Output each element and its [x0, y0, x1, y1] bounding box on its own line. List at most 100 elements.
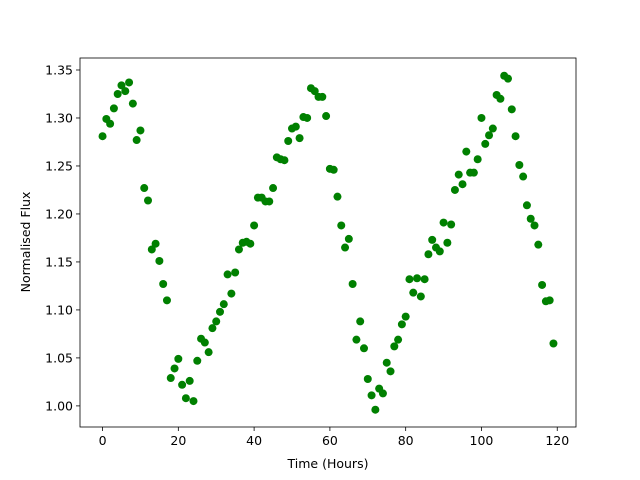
- point: [159, 280, 168, 289]
- point: [477, 113, 486, 122]
- point: [359, 344, 368, 353]
- point: [265, 197, 274, 206]
- point: [231, 268, 240, 277]
- point: [269, 184, 278, 193]
- point: [337, 221, 346, 230]
- point: [318, 92, 327, 101]
- point: [515, 161, 524, 170]
- point: [348, 280, 357, 289]
- point: [303, 113, 312, 122]
- x-axis-label: Time (Hours): [287, 456, 369, 471]
- point: [454, 170, 463, 179]
- point: [439, 218, 448, 227]
- point: [109, 104, 118, 113]
- point: [382, 358, 391, 367]
- y-tick-label: 1.30: [45, 110, 73, 125]
- point: [280, 156, 289, 165]
- point: [409, 288, 418, 297]
- point: [185, 376, 194, 385]
- point: [420, 275, 429, 284]
- point: [367, 391, 376, 400]
- y-tick-label: 1.05: [45, 350, 73, 365]
- point: [155, 256, 164, 265]
- point: [284, 137, 293, 146]
- point: [250, 221, 259, 230]
- y-axis-label: Normalised Flux: [18, 192, 33, 293]
- point: [170, 364, 179, 373]
- point: [507, 105, 516, 114]
- point: [212, 317, 221, 326]
- point: [166, 374, 175, 383]
- point: [295, 134, 304, 143]
- point: [200, 338, 209, 347]
- point: [401, 312, 410, 321]
- point: [223, 270, 232, 279]
- y-tick-label: 1.25: [45, 158, 73, 173]
- point: [162, 296, 171, 305]
- point: [549, 339, 558, 348]
- point: [151, 239, 160, 248]
- point: [204, 348, 213, 357]
- point: [291, 122, 300, 131]
- y-tick-label: 1.35: [45, 62, 73, 77]
- y-tick-label: 1.20: [45, 206, 73, 221]
- point: [526, 214, 535, 223]
- point: [329, 165, 338, 174]
- point: [485, 131, 494, 140]
- x-tick-label: 20: [170, 433, 186, 448]
- point: [310, 87, 319, 96]
- plot-frame: [79, 57, 577, 428]
- point: [117, 81, 126, 90]
- point: [496, 94, 505, 103]
- point: [174, 354, 183, 363]
- point: [356, 317, 365, 326]
- point: [416, 292, 425, 301]
- point: [189, 397, 198, 406]
- point: [219, 300, 228, 309]
- point: [386, 367, 395, 376]
- x-tick-label: 80: [398, 433, 414, 448]
- point: [462, 147, 471, 156]
- point: [435, 247, 444, 256]
- x-tick-label: 0: [99, 433, 107, 448]
- y-tick-label: 1.15: [45, 254, 73, 269]
- x-tick-label: 120: [545, 433, 569, 448]
- point: [106, 119, 115, 128]
- point: [216, 307, 225, 316]
- point: [545, 296, 554, 305]
- point: [378, 389, 387, 398]
- y-tick-label: 1.00: [45, 398, 73, 413]
- point: [181, 394, 190, 403]
- point: [136, 126, 145, 135]
- point: [405, 275, 414, 284]
- point: [193, 356, 202, 365]
- point: [458, 180, 467, 189]
- point: [503, 74, 512, 83]
- point: [246, 239, 255, 248]
- point: [413, 274, 422, 283]
- point: [227, 289, 236, 298]
- point: [390, 342, 399, 351]
- point: [511, 132, 520, 141]
- point: [98, 132, 107, 141]
- point: [443, 238, 452, 247]
- point: [208, 324, 217, 333]
- point: [428, 235, 437, 244]
- point: [397, 320, 406, 329]
- point: [473, 155, 482, 164]
- point: [322, 112, 331, 121]
- point: [488, 124, 497, 133]
- point: [519, 172, 528, 181]
- point: [538, 280, 547, 289]
- point: [178, 380, 187, 389]
- y-tick-label: 1.10: [45, 302, 73, 317]
- point: [121, 87, 130, 96]
- point: [450, 185, 459, 194]
- point: [333, 192, 342, 201]
- point: [522, 201, 531, 210]
- point: [147, 245, 156, 254]
- point: [530, 221, 539, 230]
- x-tick-label: 60: [322, 433, 338, 448]
- point: [424, 250, 433, 259]
